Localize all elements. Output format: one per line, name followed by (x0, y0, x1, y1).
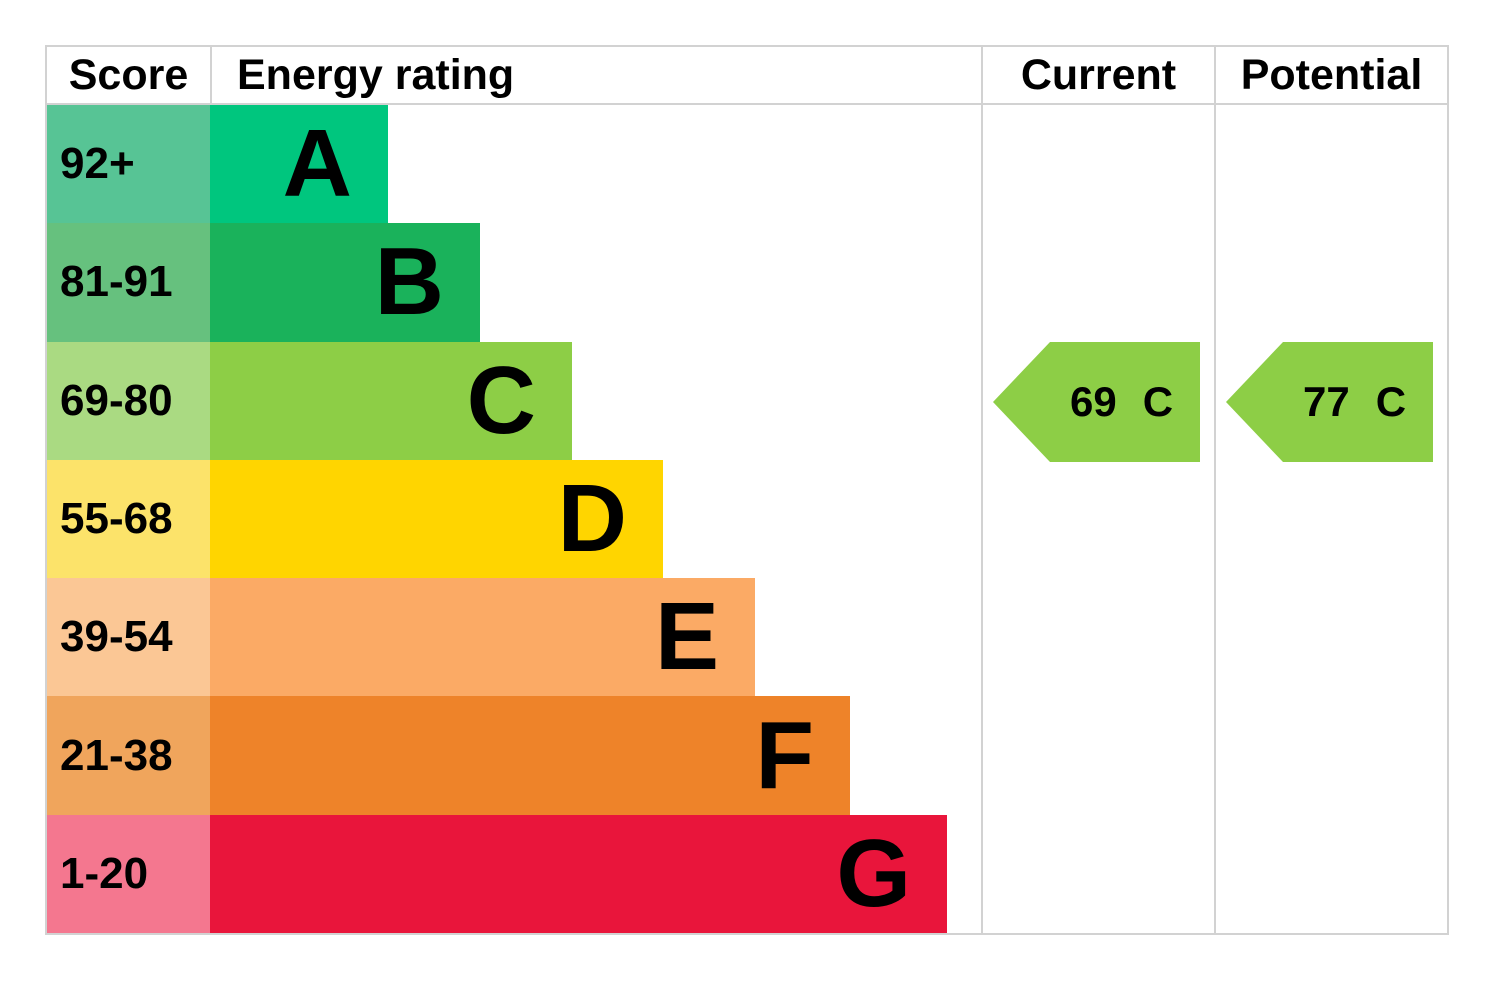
current-column-divider (981, 47, 983, 933)
potential-rating-band: C (1375, 378, 1407, 425)
score-range-c: 69-80 (60, 375, 173, 425)
band-rows: 92+ A 81-91 B 69-80 C (47, 105, 1447, 933)
score-column-header: Score (68, 50, 189, 99)
band-row-f: 21-38 F (47, 696, 1447, 815)
band-bar-g: G (210, 814, 947, 933)
band-letter-f: F (755, 701, 814, 809)
band-letter-g: G (836, 819, 911, 927)
score-range-e: 39-54 (60, 612, 173, 662)
score-cell-a: 92+ (47, 105, 210, 224)
potential-rating-score: 77 (1302, 378, 1350, 425)
potential-column-divider (1214, 47, 1216, 933)
band-row-b: 81-91 B (47, 223, 1447, 342)
band-row-e: 39-54 E (47, 578, 1447, 697)
score-cell-e: 39-54 (47, 578, 210, 697)
band-row-a: 92+ A (47, 105, 1447, 224)
score-range-g: 1-20 (60, 848, 149, 898)
potential-column-header: Potential (1240, 50, 1423, 99)
score-column-divider (210, 47, 212, 103)
band-row-c: 69-80 C (47, 341, 1447, 460)
current-column-header: Current (1020, 50, 1177, 99)
score-range-a: 92+ (60, 139, 135, 189)
band-letter-b: B (374, 228, 444, 336)
band-letter-a: A (282, 110, 352, 218)
current-rating-score: 69 (1069, 378, 1117, 425)
score-cell-c: 69-80 (47, 341, 210, 460)
score-cell-g: 1-20 (47, 814, 210, 933)
band-bar-d: D (210, 459, 663, 579)
band-bar-e: E (210, 578, 755, 697)
band-row-g: 1-20 G (47, 814, 1447, 933)
epc-table: Score Energy rating Current Potential 92… (45, 45, 1449, 935)
score-cell-b: 81-91 (47, 223, 210, 342)
band-row-d: 55-68 D (47, 459, 1447, 579)
energy-rating-column-header: Energy rating (237, 50, 515, 99)
score-cell-f: 21-38 (47, 696, 210, 815)
band-bar-c: C (210, 341, 572, 460)
score-cell-d: 55-68 (47, 459, 210, 579)
band-bar-b: B (210, 223, 480, 342)
band-bar-f: F (210, 696, 850, 815)
band-letter-d: D (557, 464, 627, 572)
score-range-f: 21-38 (60, 730, 173, 780)
header-separator-line (47, 103, 1447, 105)
score-range-b: 81-91 (60, 257, 173, 307)
score-range-d: 55-68 (60, 493, 173, 543)
band-letter-c: C (466, 346, 536, 454)
band-letter-e: E (654, 583, 719, 691)
band-bar-a: A (210, 105, 388, 224)
current-rating-band: C (1142, 378, 1174, 425)
